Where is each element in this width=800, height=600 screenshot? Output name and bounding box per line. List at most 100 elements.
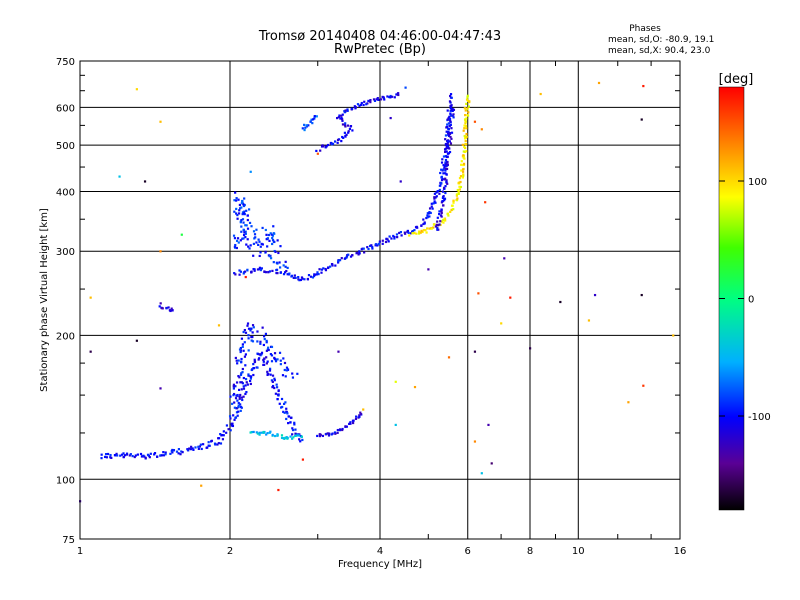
data-point	[460, 169, 463, 172]
data-point	[246, 214, 249, 217]
data-point	[313, 115, 316, 118]
data-point	[444, 138, 447, 141]
data-point	[282, 410, 285, 413]
data-point	[159, 302, 162, 305]
data-point	[149, 452, 152, 455]
data-point	[239, 409, 242, 412]
data-point	[146, 453, 150, 456]
data-point	[153, 453, 156, 456]
data-point	[458, 188, 461, 191]
data-point	[442, 172, 445, 175]
data-point	[388, 95, 391, 99]
data-point	[451, 114, 454, 117]
data-point	[445, 167, 449, 171]
data-point	[245, 381, 248, 384]
data-point	[327, 143, 330, 147]
data-point	[480, 128, 483, 131]
data-point	[221, 433, 224, 437]
data-point	[238, 388, 241, 392]
data-point	[430, 202, 433, 205]
data-point	[444, 191, 447, 195]
data-point	[197, 447, 200, 450]
data-point	[365, 103, 368, 106]
data-point	[256, 330, 259, 333]
data-point	[361, 247, 364, 250]
data-point	[109, 453, 112, 457]
data-point	[463, 134, 466, 138]
data-point	[242, 376, 245, 380]
data-point	[250, 327, 253, 330]
data-point	[234, 356, 237, 360]
data-point	[336, 428, 339, 432]
y-tick-label: 500	[56, 141, 75, 152]
colorbar-tick-label: -100	[748, 412, 771, 423]
data-point	[273, 377, 276, 380]
data-point	[148, 456, 151, 459]
data-point	[252, 254, 255, 257]
data-point	[448, 100, 452, 103]
data-point	[279, 271, 282, 274]
data-point	[165, 307, 168, 310]
data-point	[439, 171, 442, 175]
data-point	[462, 174, 465, 177]
data-point	[440, 168, 443, 171]
data-point	[279, 359, 282, 362]
data-point	[245, 224, 248, 227]
data-point	[134, 454, 137, 457]
data-point	[233, 418, 236, 421]
data-point	[261, 226, 264, 230]
data-point	[447, 133, 450, 136]
data-point	[331, 142, 335, 145]
data-point	[362, 103, 365, 107]
data-point	[258, 433, 261, 436]
data-point	[247, 337, 250, 340]
data-point	[447, 122, 450, 125]
data-point	[503, 257, 506, 260]
data-point	[240, 230, 243, 233]
data-point	[266, 370, 269, 373]
data-point	[233, 401, 236, 404]
data-point	[267, 348, 270, 352]
data-point	[240, 396, 243, 399]
legend-line-o: mean, sd,O: -80.9, 19.1	[608, 35, 714, 45]
data-point	[338, 114, 341, 117]
data-point	[243, 355, 247, 358]
data-point	[371, 247, 374, 250]
data-point	[234, 416, 238, 419]
data-point	[343, 124, 347, 127]
data-point	[273, 386, 276, 390]
data-point	[247, 373, 250, 376]
data-point	[190, 445, 193, 448]
data-point	[440, 210, 443, 213]
data-point	[409, 232, 413, 235]
data-point	[181, 451, 184, 454]
data-point	[378, 240, 381, 243]
data-point	[372, 98, 376, 101]
data-point	[341, 113, 344, 116]
data-point	[248, 221, 252, 225]
y-tick-label: 200	[56, 331, 75, 342]
data-point	[263, 270, 266, 273]
data-point	[247, 245, 250, 248]
data-point	[234, 397, 238, 400]
data-point	[125, 453, 129, 456]
data-point	[307, 124, 310, 127]
data-point	[341, 119, 344, 122]
data-point	[445, 164, 448, 168]
data-point	[457, 192, 460, 195]
data-point	[446, 145, 450, 148]
data-point	[109, 456, 112, 459]
data-point	[337, 350, 340, 353]
data-point	[432, 226, 435, 229]
data-point	[294, 428, 297, 431]
data-point	[286, 273, 289, 276]
data-point	[327, 434, 331, 437]
data-point	[232, 387, 235, 390]
data-point	[445, 173, 448, 176]
data-point	[461, 176, 465, 179]
data-point	[231, 424, 235, 428]
colorbar-tick-label: 100	[748, 177, 767, 188]
data-point	[465, 150, 468, 153]
data-point	[458, 177, 462, 180]
data-point	[444, 219, 447, 222]
